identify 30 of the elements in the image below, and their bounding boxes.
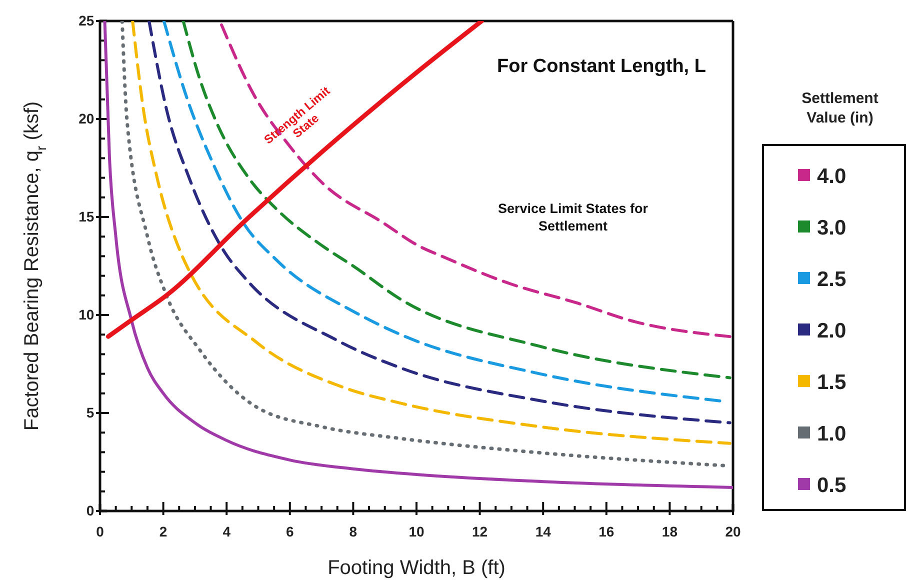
x-tick-label: 2 — [159, 523, 168, 540]
legend-label: 2.0 — [817, 320, 846, 342]
legend-title: Settlement Value (in) — [802, 90, 878, 126]
legend-label: 2.5 — [817, 268, 847, 291]
legend-label: 0.5 — [817, 474, 847, 497]
y-tick-label: 0 — [86, 502, 94, 518]
x-tick-label: 12 — [472, 523, 488, 540]
legend-label: 4.0 — [817, 165, 846, 188]
y-tick-label: 25 — [78, 12, 94, 28]
y-tick-label: 15 — [78, 208, 94, 224]
x-tick-label: 4 — [222, 523, 231, 540]
x-axis-title: Footing Width, B (ft) — [328, 557, 506, 579]
y-tick-label: 10 — [78, 306, 94, 322]
x-tick-label: 16 — [598, 523, 614, 540]
legend-label: 1.0 — [817, 422, 846, 446]
text: For Constant Length, L — [497, 56, 706, 77]
line-series — [106, 21, 484, 339]
x-tick-label: 6 — [286, 523, 294, 540]
x-tick-label: 10 — [408, 523, 424, 540]
x-tick-label: 8 — [349, 523, 358, 540]
y-tick-label: 5 — [86, 404, 94, 420]
x-tick-label: 14 — [535, 523, 552, 540]
x-tick-label: 0 — [96, 523, 104, 540]
legend-label: 1.5 — [817, 371, 847, 394]
y-tick-label: 20 — [78, 110, 94, 126]
x-tick-label: 18 — [662, 523, 678, 540]
line-series — [220, 23, 732, 338]
legend-label: 3.0 — [817, 216, 846, 240]
x-tick-label: 20 — [725, 523, 741, 540]
annotation: Service Limit States for Settlement — [498, 201, 649, 234]
